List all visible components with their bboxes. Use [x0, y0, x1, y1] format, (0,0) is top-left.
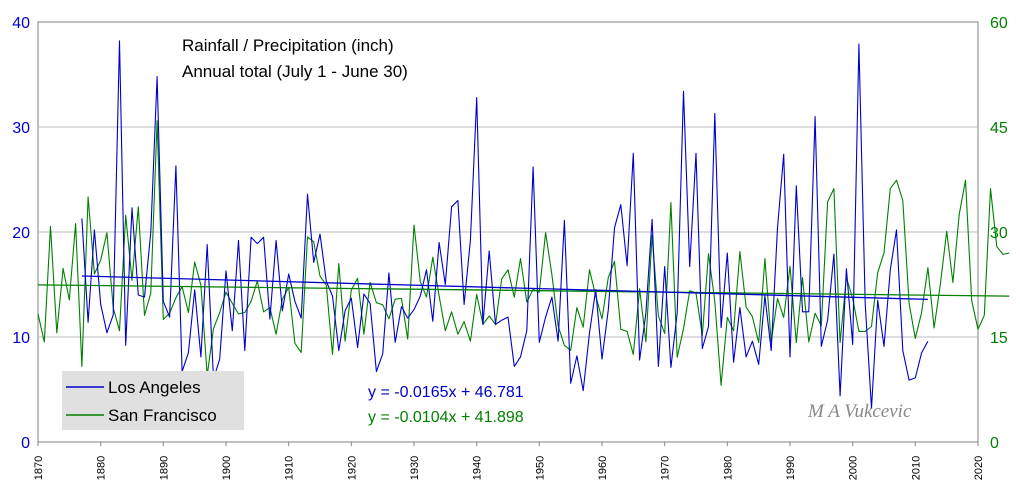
y-axis-right: 0 15 30 45 60: [990, 15, 1008, 452]
y-left-tick-label: 30: [12, 120, 30, 137]
trend-line-san-francisco: [37, 284, 1010, 297]
x-tick-label: 1890: [158, 456, 170, 480]
y-right-tick-label: 60: [990, 15, 1008, 32]
legend-label-la: Los Angeles: [108, 378, 201, 397]
legend-label-sf: San Francisco: [108, 406, 217, 425]
y-right-tick-label: 0: [990, 435, 999, 452]
x-axis: 1870 1880 1890 1900 1910 1920 1930 1940 1950 1960…: [33, 442, 985, 480]
x-tick-label: 1970: [660, 456, 672, 480]
x-tick-label: 1930: [409, 456, 421, 480]
trend-layer: [37, 275, 1010, 301]
legend: Los Angeles San Francisco: [62, 371, 244, 430]
x-tick-label: 1910: [284, 456, 296, 480]
x-tick-label: 1920: [346, 456, 358, 480]
x-tick-label: 2020: [973, 456, 985, 480]
y-right-tick-label: 45: [990, 120, 1008, 137]
chart-subtitle: Annual total (July 1 - June 30): [182, 62, 408, 81]
y-left-tick-label: 10: [12, 330, 30, 347]
legend-box: [62, 371, 244, 430]
x-tick-label: 1950: [534, 456, 546, 480]
x-tick-label: 1980: [722, 456, 734, 480]
y-right-tick-label: 15: [990, 330, 1008, 347]
x-tick-label: 2000: [848, 456, 860, 480]
trend-line-los-angeles: [81, 275, 928, 301]
y-axis-left: 0 10 20 30 40: [12, 15, 30, 452]
series-layer: [37, 40, 1010, 409]
x-tick-label: 1870: [33, 456, 45, 480]
y-left-tick-label: 20: [12, 225, 30, 242]
y-left-tick-label: 40: [12, 15, 30, 32]
x-tick-label: 1960: [597, 456, 609, 480]
x-tick-label: 1990: [785, 456, 797, 480]
trend-equation-sf: y = -0.0104x + 41.898: [368, 409, 524, 426]
chart-title: Rainfall / Precipitation (inch): [182, 36, 394, 55]
y-right-tick-label: 30: [990, 225, 1008, 242]
x-tick-label: 2010: [910, 456, 922, 480]
x-tick-label: 1940: [472, 456, 484, 480]
y-left-tick-label: 0: [21, 435, 30, 452]
series-line-los-angeles: [81, 40, 929, 409]
watermark: M A Vukcevic: [807, 401, 912, 422]
trend-equation-la: y = -0.0165x + 46.781: [368, 384, 524, 401]
x-tick-label: 1900: [221, 456, 233, 480]
x-tick-label: 1880: [96, 456, 108, 480]
